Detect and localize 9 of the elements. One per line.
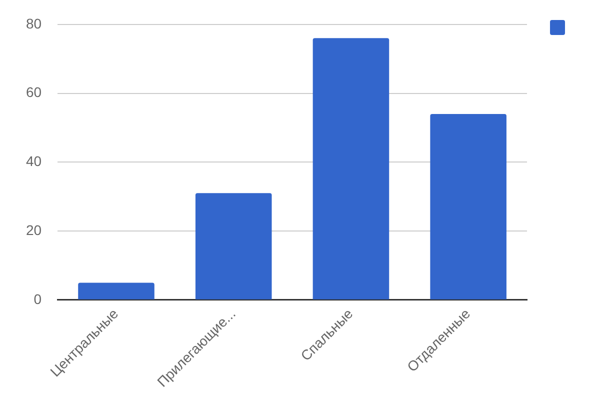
bar [78,282,154,300]
bar [312,38,390,300]
bar [195,193,272,300]
y-tick-label: 80 [26,15,42,32]
y-tick-label: 60 [26,84,42,100]
y-tick-label: 40 [26,153,42,170]
y-tick-label: 0 [34,290,42,307]
bar [430,114,506,300]
y-tick-label: 20 [26,222,42,238]
